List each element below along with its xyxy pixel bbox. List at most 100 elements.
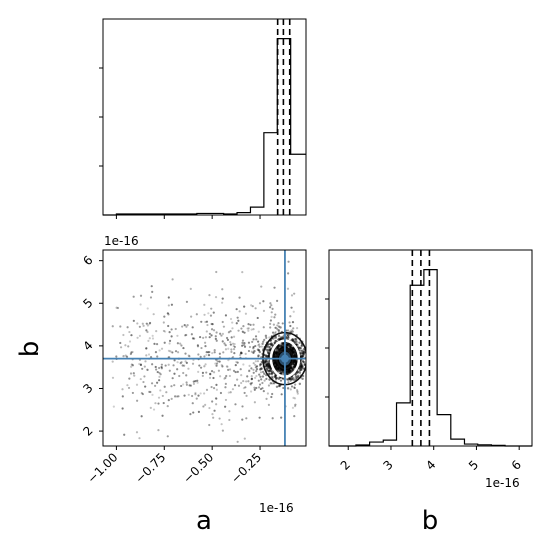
scatter-point (269, 343, 272, 346)
scatter-point (251, 305, 254, 308)
scatter-point (288, 369, 291, 372)
scatter-point (250, 304, 253, 307)
scatter-point (279, 379, 283, 382)
scatter-point (215, 403, 218, 406)
scatter-point (299, 368, 302, 372)
scatter-point (269, 326, 272, 329)
scatter-point (301, 360, 305, 363)
scatter-point (174, 327, 177, 331)
scatter-point (292, 366, 296, 369)
scatter-point (267, 365, 270, 368)
scatter-point (292, 363, 296, 366)
scatter-point (296, 371, 299, 374)
scatter-point (227, 391, 230, 394)
scatter-point (286, 370, 289, 374)
scatter-point (308, 347, 310, 349)
scatter-point (224, 398, 228, 402)
scatter-point (125, 355, 129, 358)
scatter-point (183, 364, 186, 367)
scatter-point (279, 369, 282, 372)
scatter-point (226, 365, 229, 368)
scatter-point (136, 336, 139, 339)
scatter-point (130, 334, 133, 337)
scatter-point (291, 348, 294, 351)
scatter-point (233, 342, 236, 346)
scatter-point (288, 367, 291, 371)
scatter-point (285, 345, 288, 349)
scatter-point (151, 337, 155, 340)
scatter-point (277, 325, 281, 328)
scatter-point (287, 336, 290, 339)
scatter-point (176, 334, 179, 337)
hist-b-bar (437, 415, 451, 446)
scatter-point (196, 381, 199, 384)
hist-b-x-tick-label: 2 (338, 458, 353, 473)
scatter-point (288, 369, 292, 372)
scatter-point (158, 375, 161, 378)
scatter-point (291, 369, 295, 372)
scatter-point (252, 323, 255, 326)
scatter-point (261, 387, 264, 390)
scatter-point (272, 323, 275, 326)
scatter-point (203, 392, 206, 395)
scatter-point (145, 347, 148, 350)
scatter-point (142, 380, 145, 384)
scatter-point (188, 355, 191, 358)
scatter-point (290, 378, 294, 381)
scatter-point (145, 329, 148, 332)
scatter-point (241, 271, 244, 274)
scatter-point (179, 362, 182, 365)
scatter-point (191, 337, 195, 340)
scatter-point (293, 337, 297, 341)
scatter-point (128, 340, 132, 343)
scatter-point (181, 325, 184, 328)
scatter-point (290, 385, 294, 388)
scatter-point (301, 365, 304, 369)
scatter-point (287, 368, 291, 371)
scatter-point (291, 350, 295, 354)
scatter-point (228, 410, 231, 413)
scatter-point (276, 369, 279, 372)
scatter-point (205, 350, 208, 354)
scatter-point (287, 368, 291, 371)
scatter-point (252, 368, 255, 371)
scatter-point (214, 397, 218, 400)
scatter-point (151, 334, 154, 337)
scatter-point (288, 377, 291, 381)
scatter-point (232, 348, 236, 351)
scatter-point (222, 325, 226, 328)
scatter-point (148, 321, 152, 325)
scatter-point (267, 352, 271, 356)
scatter-point (250, 377, 254, 380)
scatter-point (299, 351, 302, 355)
scatter-point (215, 339, 218, 342)
scatter-point (130, 365, 133, 368)
scatter-point (296, 392, 299, 395)
scatter-point (243, 305, 246, 308)
scatter-point (219, 332, 222, 335)
scatter-point (173, 359, 176, 362)
scatter-point (168, 369, 171, 372)
scatter-point (222, 351, 225, 354)
scatter-point (271, 417, 274, 420)
scatter-point (287, 377, 291, 380)
scatter-point (202, 405, 205, 408)
scatter-point (290, 306, 293, 309)
scatter-point (273, 353, 276, 357)
scatter-point (126, 326, 129, 329)
scatter-point (231, 355, 235, 359)
scatter-point (146, 368, 149, 372)
scatter-point (203, 365, 206, 368)
scatter-point (266, 349, 269, 352)
scatter-point (224, 386, 227, 389)
scatter-point (174, 350, 178, 353)
scatter-point (178, 374, 181, 378)
scatter-point (277, 334, 281, 338)
scatter-point (129, 372, 133, 375)
scatter-point (156, 355, 159, 358)
scatter-point (225, 365, 229, 368)
scatter-point (187, 393, 190, 396)
scatter-point (267, 355, 271, 358)
scatter-point (267, 362, 271, 365)
scatter-point (254, 344, 257, 348)
